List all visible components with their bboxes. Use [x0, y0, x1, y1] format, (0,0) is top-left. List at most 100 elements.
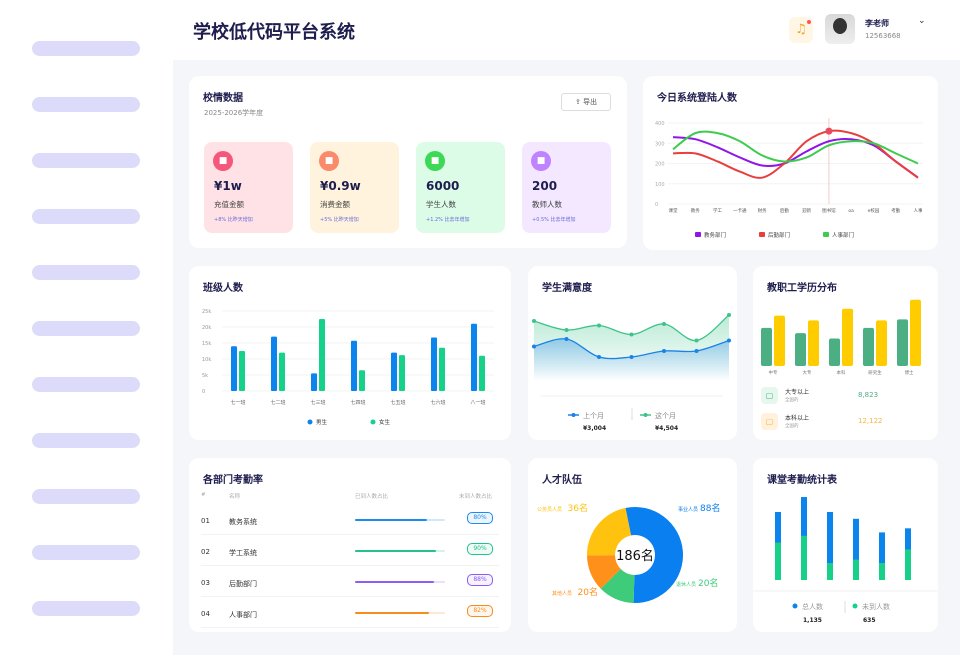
export-button[interactable]: ⇪ 导出 [561, 93, 611, 111]
sidebar-item[interactable] [32, 97, 140, 112]
edu-bar [761, 327, 772, 366]
stat-note: +5% 比昨天增加 [320, 217, 359, 223]
percent-badge: 82% [467, 605, 493, 617]
bar-未到人数 [827, 563, 833, 580]
donut-slice-其他人员 [587, 555, 621, 589]
sidebar-item[interactable] [32, 321, 140, 336]
sidebar-item[interactable] [32, 153, 140, 168]
stat-card: ■ ¥1w 充值金额 +8% 比昨天增加 [204, 142, 293, 233]
x-tick-label: 考勤 [891, 207, 900, 214]
point [727, 313, 731, 317]
header: 学校低代码平台系统 ♫ 李老师 12563668 ⌄ [173, 0, 960, 60]
slice-label: 88名 [700, 502, 720, 514]
donut-slice-退休人员 [600, 568, 635, 603]
bar-男生 [351, 340, 357, 391]
sidebar-item[interactable] [32, 433, 140, 448]
legend-total: 635 [863, 617, 876, 624]
x-tick-label: 图书馆 [822, 207, 836, 214]
legend-label: 上个月 [583, 411, 604, 420]
point [662, 349, 666, 353]
point [662, 322, 666, 326]
stat-value: ¥0.9w [320, 179, 361, 193]
chevron-down-icon[interactable]: ⌄ [918, 16, 926, 26]
edu-bar [863, 327, 874, 366]
table-row[interactable]: 04 人事部门 82% [201, 598, 499, 628]
stat-card: ■ 6000 学生人数 +1.2% 比去年增加 [416, 142, 505, 233]
user-name: 李老师 [865, 19, 889, 28]
class-chart-card: 班级人数 0 5k 10k 15k 20k 25k 七一班 七二班 七三班 七四班 七五班 七六班 八一… [189, 266, 511, 440]
point [629, 355, 634, 359]
bell-icon[interactable]: ♫ [789, 17, 813, 43]
legend-label: 这个月 [655, 411, 676, 420]
progress-bar [355, 519, 445, 521]
bar-总人数 [853, 518, 859, 580]
row-name: 教务系统 [229, 518, 257, 526]
bar-女生 [479, 355, 485, 391]
user-id: 12563668 [865, 32, 901, 40]
sidebar-item[interactable] [32, 545, 140, 560]
row-number: 01 [201, 517, 210, 525]
progress-fill [355, 581, 435, 583]
education-card: 教职工学历分布 中专 大专 本科 研究生 博士 ▢ 大专以上 全国的 8,823 ▢ 本… [753, 266, 938, 440]
legend-dot [307, 419, 313, 425]
stat-value: 6000 [426, 179, 460, 193]
avatar[interactable] [825, 14, 855, 44]
attendance-card: 各部门考勤率 # 名称 已到人数占比 未到人数占比 01 教务系统 80% 02 学工… [189, 458, 511, 632]
legend-label: 男生 [316, 418, 328, 426]
point [597, 323, 601, 328]
satisfaction-card: 学生满意度 上个月 ¥3,004 这个月 ¥4,504 [528, 266, 737, 440]
legend-dot [571, 413, 576, 417]
item-label: 本科以上 [785, 415, 810, 422]
x-tick-label: 人事 [914, 207, 923, 214]
edu-bar [897, 319, 908, 366]
y-tick-label: 400 [655, 121, 665, 127]
card-title: 各部门考勤率 [203, 475, 263, 486]
row-number: 04 [201, 610, 210, 618]
bar-女生 [359, 370, 365, 391]
edu-bar [910, 299, 921, 366]
x-tick-label: e校园 [868, 207, 880, 214]
slice-name: 退休人员 [676, 581, 696, 588]
notification-dot [807, 20, 811, 24]
chart-icon: ■ [213, 151, 233, 171]
export-label: 导出 [583, 98, 598, 106]
sidebar-item[interactable] [32, 489, 140, 504]
bar-男生 [391, 352, 397, 391]
progress-fill [355, 550, 436, 552]
table-row[interactable]: 02 学工系统 90% [201, 536, 499, 566]
y-tick-label: 300 [655, 141, 665, 147]
y-tick-label: 0 [202, 389, 205, 395]
highlight-point [825, 127, 833, 135]
x-tick-label: 迎新 [802, 207, 811, 214]
y-tick-label: 200 [655, 162, 665, 168]
page-title: 学校低代码平台系统 [193, 22, 355, 43]
y-tick-label: 25k [202, 309, 211, 315]
percent-badge: 88% [467, 574, 493, 586]
sidebar-item[interactable] [32, 377, 140, 392]
x-tick-label: 课堂 [669, 207, 678, 214]
x-tick-label: 七一班 [230, 399, 245, 406]
sidebar-item[interactable] [32, 209, 140, 224]
item-value: 8,823 [858, 391, 879, 399]
legend-swatch [695, 232, 701, 237]
classroom-stacked-chart: 总人数 1,135 未到人数 635 [753, 497, 938, 624]
slice-name: 事业人员 [678, 506, 698, 513]
bar-未到人数 [879, 563, 885, 580]
sidebar-item[interactable] [32, 265, 140, 280]
progress-fill [355, 519, 427, 521]
series-line-后勤部门 [672, 129, 919, 179]
card-title: 学生满意度 [542, 283, 592, 294]
sidebar-item[interactable] [32, 601, 140, 616]
bar-女生 [399, 355, 405, 391]
point [727, 338, 731, 343]
satisfaction-area-chart: 上个月 ¥3,004 这个月 ¥4,504 [532, 313, 731, 432]
bar-女生 [239, 351, 245, 391]
series-line-人事部门 [672, 130, 919, 165]
table-row[interactable]: 03 后勤部门 88% [201, 567, 499, 597]
bar-女生 [319, 319, 325, 391]
slice-name: 公务员人员 [537, 506, 562, 513]
y-tick-label: 15k [202, 341, 211, 347]
sidebar-item[interactable] [32, 41, 140, 56]
table-row[interactable]: 01 教务系统 80% [201, 505, 499, 535]
